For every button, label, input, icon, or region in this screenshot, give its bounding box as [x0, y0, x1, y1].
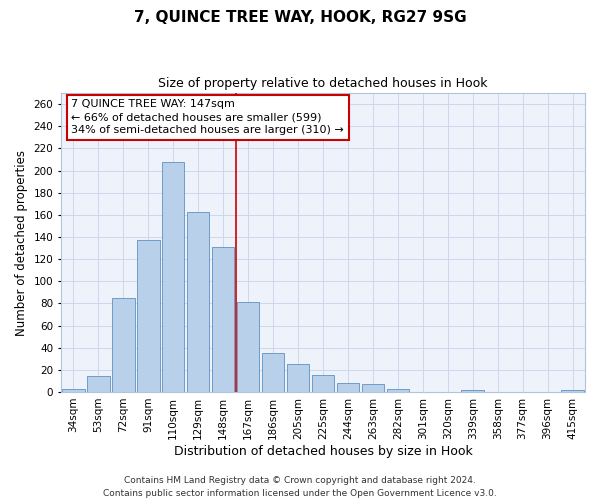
Bar	[137, 240, 160, 392]
Bar	[312, 376, 334, 392]
Bar	[362, 384, 384, 392]
Bar	[212, 247, 235, 392]
Bar	[112, 298, 134, 392]
Bar	[461, 390, 484, 392]
Bar	[87, 376, 110, 392]
Text: 7, QUINCE TREE WAY, HOOK, RG27 9SG: 7, QUINCE TREE WAY, HOOK, RG27 9SG	[134, 10, 466, 25]
Bar	[386, 388, 409, 392]
Y-axis label: Number of detached properties: Number of detached properties	[15, 150, 28, 336]
Bar	[187, 212, 209, 392]
X-axis label: Distribution of detached houses by size in Hook: Distribution of detached houses by size …	[173, 444, 472, 458]
Text: 7 QUINCE TREE WAY: 147sqm
← 66% of detached houses are smaller (599)
34% of semi: 7 QUINCE TREE WAY: 147sqm ← 66% of detac…	[71, 99, 344, 136]
Bar	[62, 388, 85, 392]
Bar	[337, 383, 359, 392]
Bar	[237, 302, 259, 392]
Bar	[162, 162, 184, 392]
Title: Size of property relative to detached houses in Hook: Size of property relative to detached ho…	[158, 78, 488, 90]
Bar	[287, 364, 309, 392]
Text: Contains HM Land Registry data © Crown copyright and database right 2024.
Contai: Contains HM Land Registry data © Crown c…	[103, 476, 497, 498]
Bar	[262, 353, 284, 392]
Bar	[561, 390, 584, 392]
